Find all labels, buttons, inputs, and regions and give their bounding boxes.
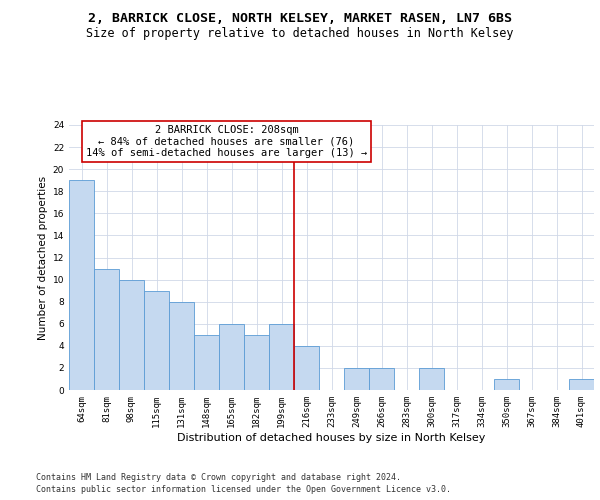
Bar [169,302,194,390]
Bar [219,324,244,390]
Bar [144,290,169,390]
Bar [344,368,369,390]
Text: Contains HM Land Registry data © Crown copyright and database right 2024.: Contains HM Land Registry data © Crown c… [36,472,401,482]
Bar [294,346,319,390]
X-axis label: Distribution of detached houses by size in North Kelsey: Distribution of detached houses by size … [178,432,485,442]
Bar [369,368,394,390]
Bar [194,335,219,390]
Bar [569,379,594,390]
Text: Contains public sector information licensed under the Open Government Licence v3: Contains public sector information licen… [36,485,451,494]
Bar [244,335,269,390]
Text: 2 BARRICK CLOSE: 208sqm
← 84% of detached houses are smaller (76)
14% of semi-de: 2 BARRICK CLOSE: 208sqm ← 84% of detache… [86,125,367,158]
Text: 2, BARRICK CLOSE, NORTH KELSEY, MARKET RASEN, LN7 6BS: 2, BARRICK CLOSE, NORTH KELSEY, MARKET R… [88,12,512,26]
Bar [119,280,144,390]
Bar [69,180,94,390]
Text: Size of property relative to detached houses in North Kelsey: Size of property relative to detached ho… [86,28,514,40]
Y-axis label: Number of detached properties: Number of detached properties [38,176,49,340]
Bar [494,379,519,390]
Bar [419,368,444,390]
Bar [269,324,294,390]
Bar [94,268,119,390]
